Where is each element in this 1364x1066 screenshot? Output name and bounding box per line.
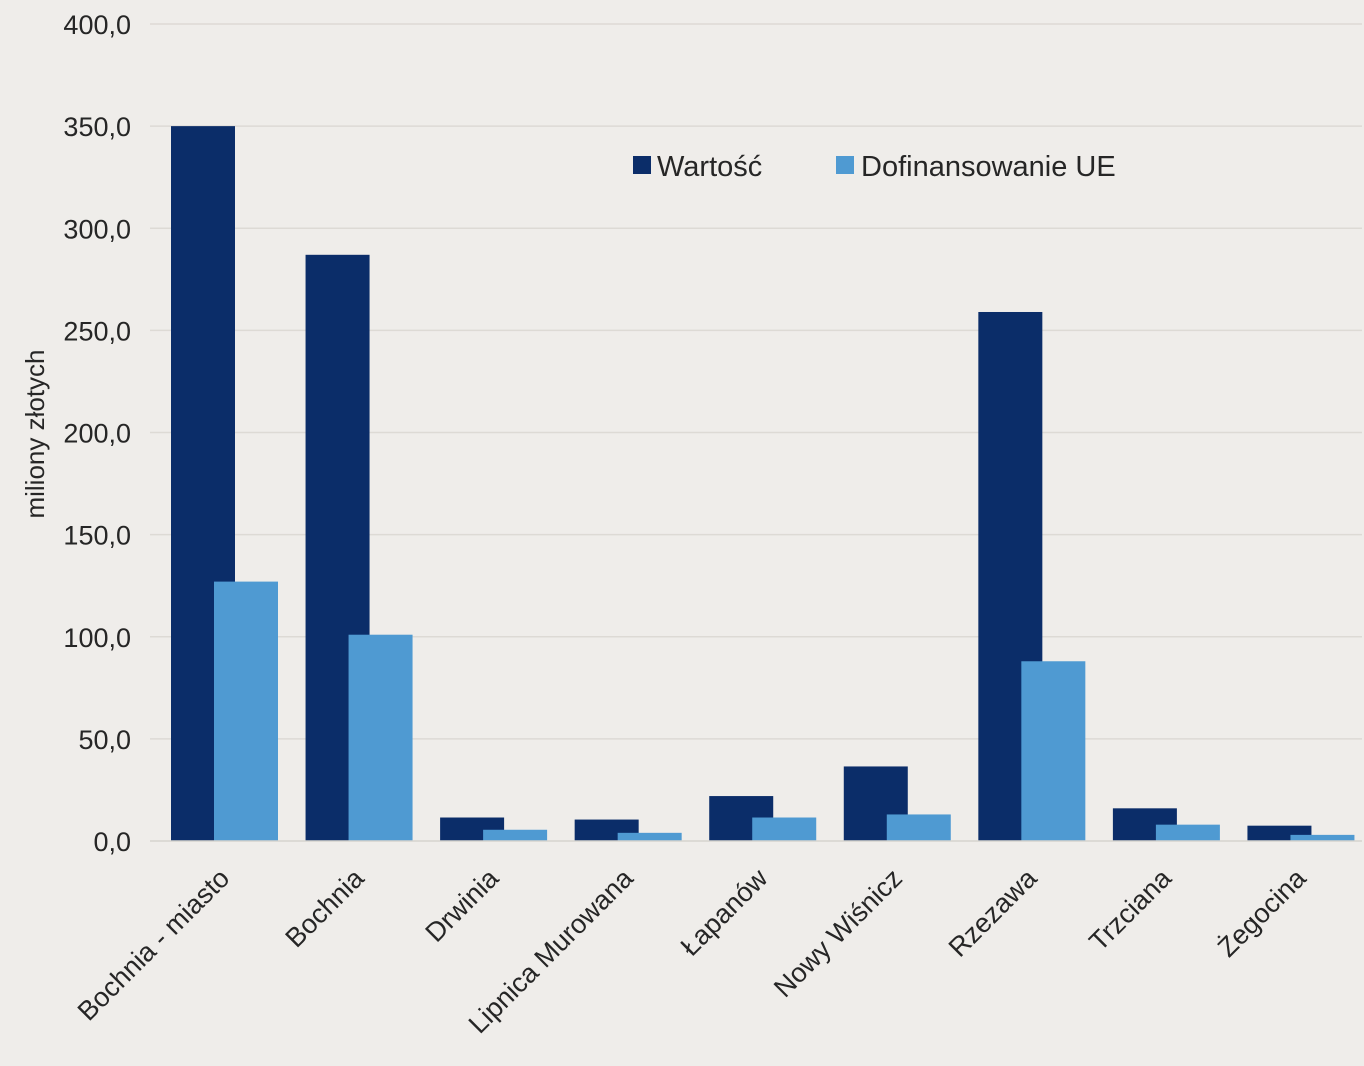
y-axis-title: miliony złotych — [20, 349, 50, 518]
x-tick-label: Trzciana — [1083, 862, 1177, 956]
y-tick-label: 150,0 — [63, 521, 131, 551]
x-tick-label: Bochnia — [280, 862, 371, 953]
x-tick-label: Żegocina — [1211, 862, 1312, 963]
y-tick-label: 50,0 — [78, 725, 131, 755]
x-tick-label: Rzezawa — [943, 862, 1043, 962]
bar-dofinansowanie — [1021, 661, 1086, 841]
x-tick-label: Łapanów — [675, 863, 774, 962]
legend-label: Wartość — [657, 151, 762, 183]
bar-dofinansowanie — [752, 817, 817, 841]
y-tick-label: 250,0 — [63, 316, 131, 346]
legend-label: Dofinansowanie UE — [861, 151, 1116, 183]
bar-dofinansowanie — [1155, 824, 1220, 841]
bar-dofinansowanie — [886, 814, 951, 841]
bar-dofinansowanie — [483, 829, 548, 841]
y-tick-label: 0,0 — [93, 827, 131, 857]
x-tick-label: Nowy Wiśnicz — [768, 863, 908, 1003]
y-tick-label: 200,0 — [63, 419, 131, 449]
bar-dofinansowanie — [1290, 834, 1355, 841]
x-tick-label: Bochnia - miasto — [72, 863, 235, 1026]
bar-dofinansowanie — [617, 832, 682, 841]
bars — [171, 126, 1355, 842]
legend: Wartość Dofinansowanie UE — [633, 151, 1116, 183]
y-tick-label: 350,0 — [63, 112, 131, 142]
y-tick-label: 100,0 — [63, 623, 131, 653]
bar-dofinansowanie — [348, 634, 413, 841]
legend-swatch — [633, 156, 651, 174]
bar-dofinansowanie — [214, 581, 278, 841]
y-tick-label: 300,0 — [63, 214, 131, 244]
legend-swatch — [836, 156, 854, 174]
x-tick-label: Drwinia — [419, 862, 505, 948]
y-tick-label: 400,0 — [63, 10, 131, 40]
